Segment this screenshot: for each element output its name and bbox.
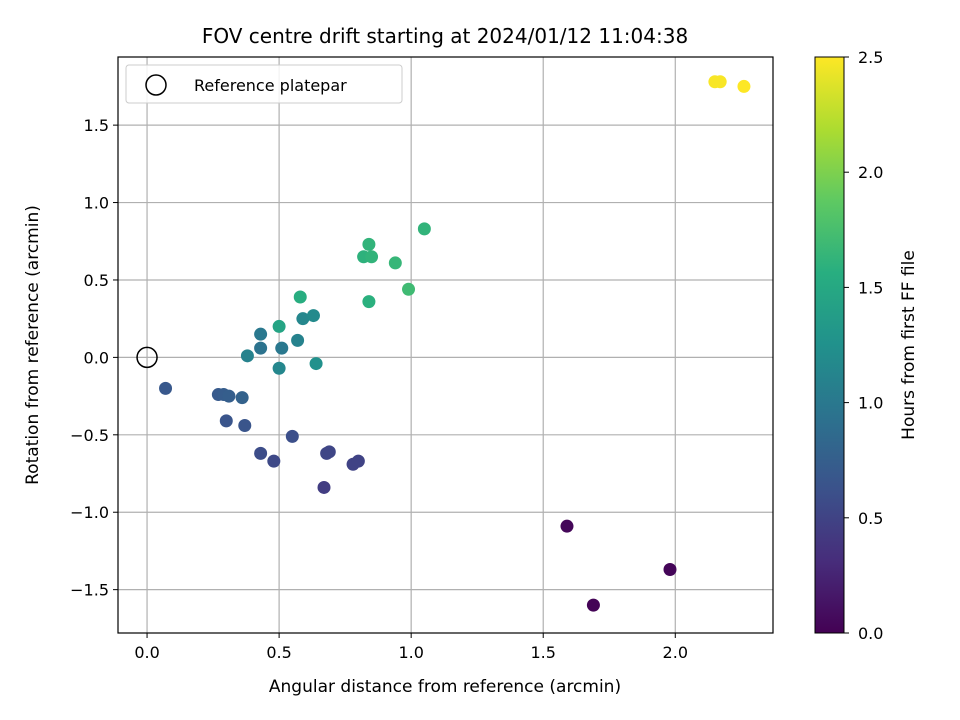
x-tick-label: 0.5 bbox=[266, 643, 291, 662]
data-point bbox=[306, 309, 320, 323]
colorbar-tick-label: 1.0 bbox=[858, 394, 883, 413]
legend-box bbox=[125, 64, 403, 104]
colorbar-tick-label: 2.0 bbox=[858, 163, 883, 182]
y-tick-label: 0.5 bbox=[84, 271, 109, 290]
colorbar-gradient bbox=[814, 56, 845, 634]
y-tick-label: 0.0 bbox=[84, 348, 109, 367]
x-tick-label: 1.5 bbox=[530, 643, 555, 662]
data-point bbox=[560, 519, 574, 533]
plot-frame bbox=[117, 56, 774, 634]
data-point bbox=[713, 75, 727, 89]
y-tick-label: −0.5 bbox=[70, 426, 109, 445]
reference-marker bbox=[136, 346, 158, 369]
data-point bbox=[254, 327, 268, 341]
data-point bbox=[267, 454, 281, 468]
data-point bbox=[272, 319, 286, 333]
data-point bbox=[275, 341, 289, 355]
chart-title: FOV centre drift starting at 2024/01/12 … bbox=[202, 24, 688, 48]
data-point bbox=[362, 295, 376, 309]
data-point bbox=[365, 250, 379, 264]
colorbar-tick-label: 1.5 bbox=[858, 278, 883, 297]
data-point bbox=[309, 357, 323, 371]
data-point bbox=[296, 312, 310, 326]
data-point bbox=[285, 429, 299, 443]
x-tick-label: 2.0 bbox=[663, 643, 688, 662]
data-point bbox=[317, 480, 331, 494]
x-tick-label: 0.0 bbox=[134, 643, 159, 662]
data-point bbox=[254, 341, 268, 355]
y-tick-label: −1.5 bbox=[70, 581, 109, 600]
reference-point-marker bbox=[136, 346, 158, 369]
y-axis-label: Rotation from reference (arcmin) bbox=[23, 205, 43, 485]
legend-marker bbox=[145, 74, 167, 96]
y-tick-label: −1.0 bbox=[70, 503, 109, 522]
data-point bbox=[362, 237, 376, 251]
data-point bbox=[222, 389, 236, 403]
data-point bbox=[351, 454, 365, 468]
y-tick-label: 1.5 bbox=[84, 116, 109, 135]
data-point bbox=[235, 391, 249, 405]
data-point bbox=[586, 598, 600, 612]
data-point bbox=[417, 222, 431, 236]
colorbar-tick-label: 0.0 bbox=[858, 624, 883, 643]
data-point bbox=[291, 333, 305, 347]
y-axis-ticks: −1.5 −1.0 −0.5 0.0 0.5 1.0 1.5 bbox=[70, 116, 118, 600]
data-point bbox=[159, 381, 173, 395]
x-tick-label: 1.0 bbox=[398, 643, 423, 662]
data-point bbox=[388, 256, 402, 270]
colorbar: 0.0 0.5 1.0 1.5 2.0 2.5 Hours from first FF f… bbox=[814, 48, 919, 643]
data-point bbox=[219, 414, 233, 428]
data-point bbox=[737, 79, 751, 93]
data-points bbox=[159, 75, 751, 612]
data-point bbox=[254, 446, 268, 460]
data-point bbox=[402, 282, 416, 296]
legend-label: Reference platepar bbox=[194, 76, 347, 95]
x-axis-label: Angular distance from reference (arcmin) bbox=[269, 677, 621, 697]
data-point bbox=[238, 419, 252, 433]
colorbar-ticks: 0.0 0.5 1.0 1.5 2.0 2.5 bbox=[844, 48, 883, 643]
colorbar-label: Hours from first FF file bbox=[899, 250, 919, 440]
y-tick-label: 1.0 bbox=[84, 194, 109, 213]
data-point bbox=[663, 563, 677, 577]
legend: Reference platepar bbox=[125, 64, 403, 104]
x-axis-ticks: 0.0 0.5 1.0 1.5 2.0 bbox=[134, 633, 688, 662]
data-point bbox=[322, 445, 336, 459]
data-point bbox=[272, 361, 286, 375]
data-point bbox=[240, 349, 254, 363]
colorbar-tick-label: 2.5 bbox=[858, 48, 883, 67]
colorbar-tick-label: 0.5 bbox=[858, 509, 883, 528]
data-point bbox=[293, 290, 307, 304]
grid-lines bbox=[118, 57, 773, 633]
